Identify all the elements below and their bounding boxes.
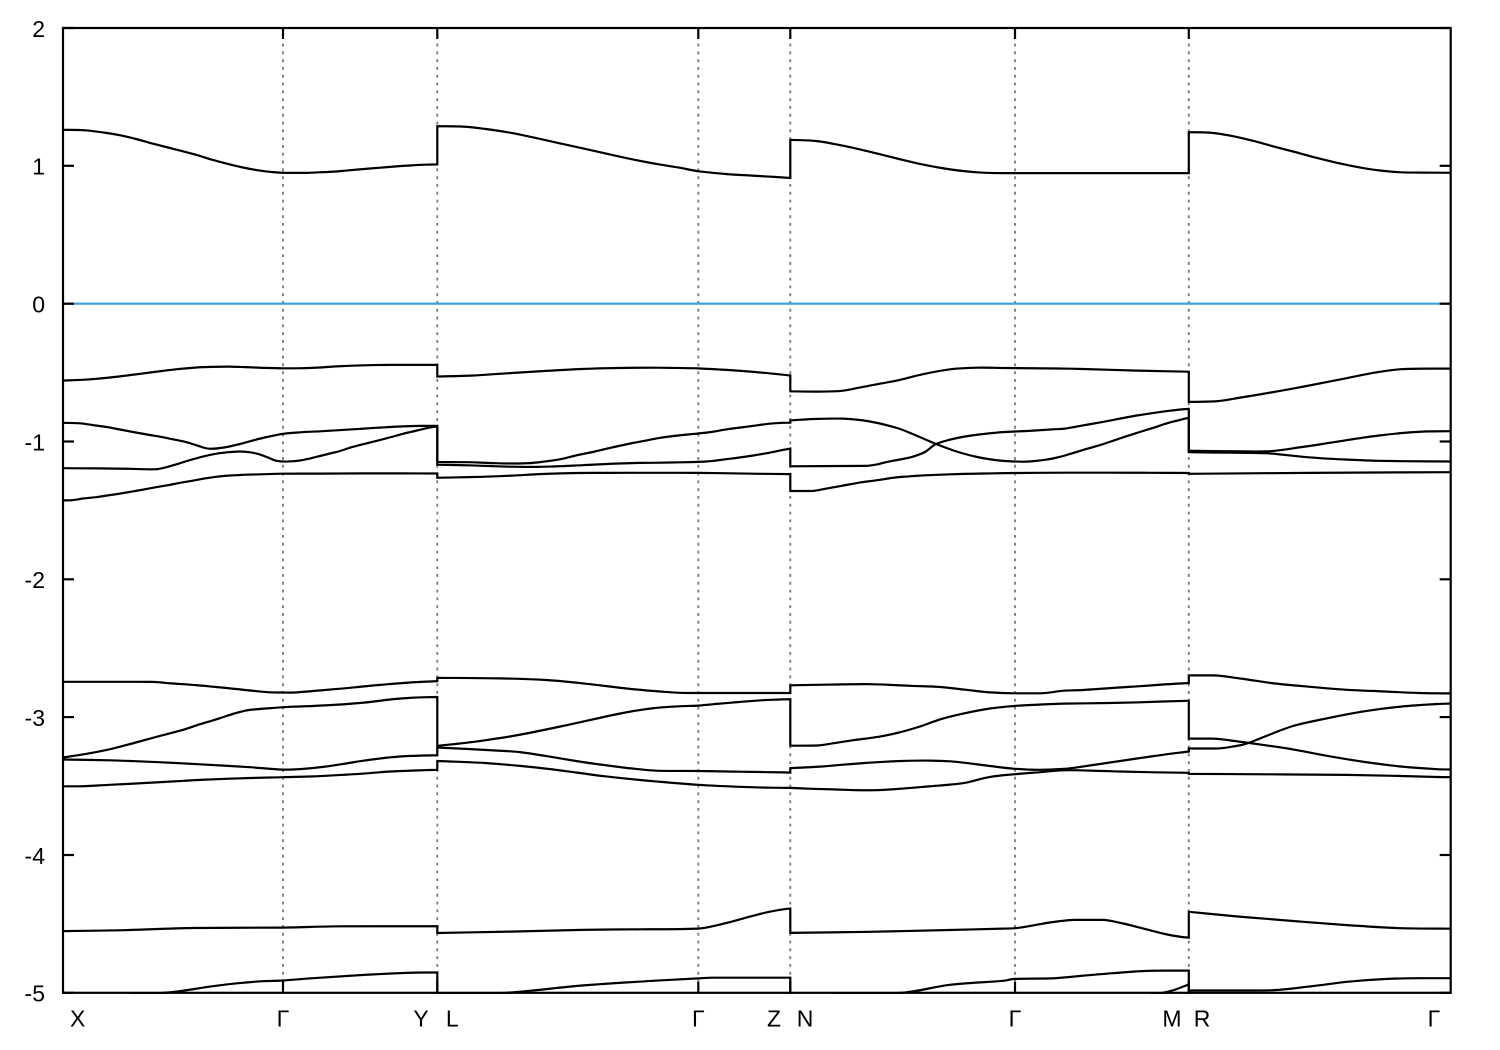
svg-text:Γ: Γ [692, 1006, 705, 1032]
svg-text:-3: -3 [25, 705, 45, 731]
svg-text:R: R [1194, 1006, 1211, 1032]
svg-text:X: X [70, 1006, 85, 1032]
svg-text:Z: Z [767, 1006, 781, 1032]
svg-text:0: 0 [32, 292, 45, 318]
svg-text:M: M [1162, 1006, 1181, 1032]
svg-text:-1: -1 [25, 429, 45, 455]
svg-text:-4: -4 [25, 843, 46, 869]
svg-text:-2: -2 [25, 567, 45, 593]
svg-text:Y: Y [413, 1006, 428, 1032]
svg-text:1: 1 [32, 154, 45, 180]
svg-text:2: 2 [32, 16, 45, 42]
svg-text:-5: -5 [25, 981, 45, 1007]
svg-text:L: L [446, 1006, 459, 1032]
svg-text:N: N [797, 1006, 814, 1032]
svg-text:Γ: Γ [277, 1006, 290, 1032]
svg-text:Γ: Γ [1428, 1006, 1441, 1032]
svg-text:Γ: Γ [1009, 1006, 1022, 1032]
